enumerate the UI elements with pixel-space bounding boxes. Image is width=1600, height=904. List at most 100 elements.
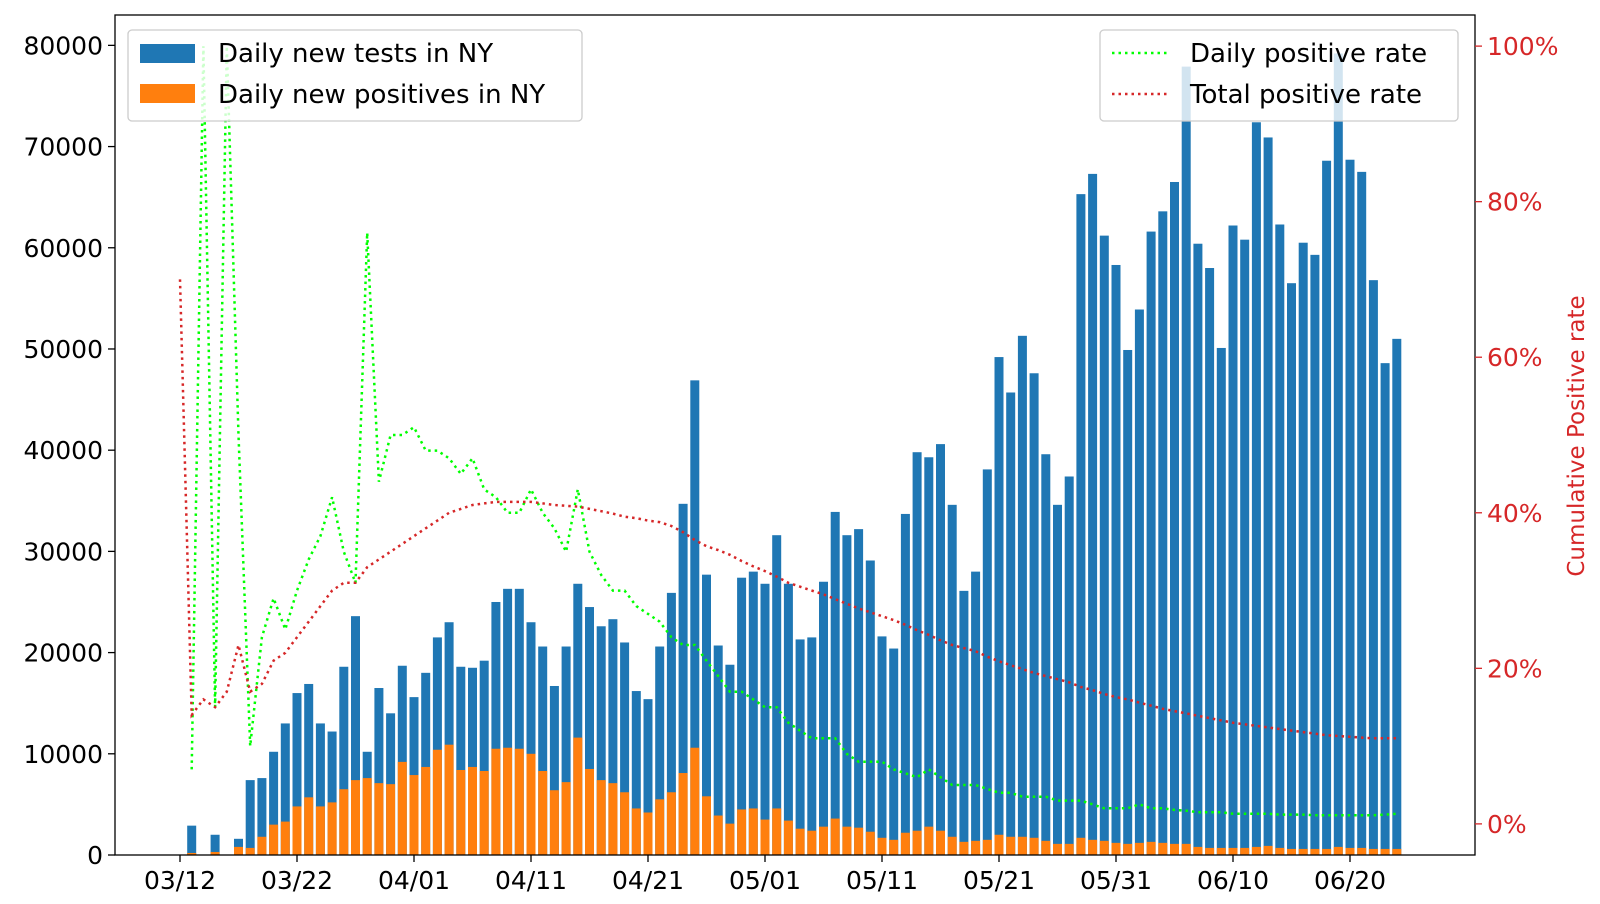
- bar-positives: [1064, 843, 1074, 855]
- bar-positives: [1322, 848, 1332, 855]
- bar-positives: [1006, 836, 1016, 855]
- bar-tests: [1263, 137, 1273, 855]
- bar-tests: [971, 571, 981, 855]
- bar-tests: [514, 588, 524, 855]
- bar-positives: [386, 784, 396, 855]
- bar-positives: [351, 780, 360, 855]
- legend-label-tests: Daily new tests in NY: [218, 39, 493, 69]
- bar-positives: [234, 846, 243, 855]
- legend-left-frame: [127, 29, 583, 122]
- bar-positives: [631, 808, 641, 855]
- bar-tests: [526, 622, 536, 855]
- bar-tests: [503, 588, 513, 855]
- bar-positives: [1357, 847, 1367, 855]
- bar-tests: [842, 535, 852, 855]
- bar-positives: [257, 836, 267, 855]
- bar-tests: [854, 529, 864, 855]
- x-tick-label: 06/20: [1314, 866, 1386, 895]
- bar-tests: [1181, 66, 1191, 856]
- legend-swatch-positives: [140, 84, 195, 103]
- bar-tests: [959, 590, 969, 855]
- x-tick-label: 05/31: [1080, 866, 1152, 895]
- bar-tests: [1380, 363, 1390, 855]
- y2-tick-label: 80%: [1487, 188, 1543, 217]
- bar-positives: [971, 840, 981, 855]
- bar-tests: [1076, 194, 1086, 856]
- bar-positives: [702, 796, 711, 855]
- y-tick-label: 20000: [23, 639, 103, 668]
- bar-positives: [690, 747, 700, 855]
- bar-tests: [608, 619, 618, 855]
- bar-positives: [397, 761, 407, 855]
- bar-tests: [210, 834, 220, 855]
- bar-positives: [1181, 843, 1191, 855]
- bar-positives: [772, 808, 782, 855]
- bar-positives: [1076, 837, 1086, 855]
- bar-positives: [561, 782, 571, 855]
- bar-tests: [924, 457, 934, 855]
- bar-tests: [1368, 280, 1378, 855]
- legend-right: Daily positive rate Total positive rate: [1099, 29, 1459, 122]
- bar-positives: [1053, 843, 1062, 855]
- bar-positives: [1216, 847, 1226, 855]
- bar-tests: [748, 571, 758, 855]
- y-tick-label: 50000: [23, 335, 103, 364]
- bar-positives: [748, 808, 758, 855]
- x-tick-label: 06/10: [1197, 866, 1269, 895]
- bar-positives: [573, 737, 583, 855]
- y2-tick-label: 40%: [1487, 499, 1543, 528]
- bar-tests: [479, 660, 489, 855]
- y-tick-label: 40000: [23, 436, 103, 465]
- legend-label-positives: Daily new positives in NY: [218, 80, 545, 110]
- bar-tests: [643, 699, 653, 855]
- bar-positives: [865, 831, 875, 855]
- bar-positives: [327, 802, 337, 855]
- bar-tests: [702, 574, 711, 855]
- bar-tests: [596, 626, 606, 855]
- bar-tests: [1287, 283, 1296, 856]
- bar-positives: [947, 836, 957, 855]
- bar-positives: [725, 823, 735, 855]
- bar-positives: [877, 837, 887, 855]
- x-tick-label: 05/21: [963, 866, 1035, 895]
- bar-positives: [1111, 842, 1121, 855]
- bar-positives: [585, 768, 594, 855]
- bar-positives: [409, 775, 419, 855]
- bar-tests: [1041, 454, 1051, 855]
- y-axis-left: 0 10000 20000 30000 40000 50000 60000 70000 8000…: [23, 31, 115, 870]
- bar-tests: [690, 380, 700, 855]
- bar-tests: [737, 577, 747, 855]
- bar-positives: [678, 773, 688, 855]
- bar-positives: [1298, 848, 1308, 855]
- bar-tests: [549, 685, 559, 855]
- bar-tests: [713, 645, 723, 855]
- bar-positives: [432, 749, 442, 855]
- bar-tests: [1146, 231, 1156, 855]
- bar-positives: [1392, 848, 1402, 855]
- x-tick-label: 05/01: [729, 866, 801, 895]
- bar-tests: [432, 637, 442, 855]
- bar-tests: [678, 503, 688, 855]
- plot-frame: [114, 14, 1476, 856]
- bar-tests: [585, 607, 594, 855]
- bar-tests: [1170, 181, 1179, 856]
- bar-positives: [245, 847, 255, 855]
- bar-positives: [1088, 839, 1098, 855]
- bar-tests: [491, 601, 501, 855]
- bar-positives: [620, 792, 630, 855]
- bar-positives: [1368, 848, 1378, 855]
- bar-tests: [631, 691, 641, 855]
- bar-tests: [269, 751, 279, 855]
- bar-positives: [1017, 836, 1027, 855]
- bar-positives: [269, 824, 279, 855]
- y-tick-label: 10000: [23, 740, 103, 769]
- y2-tick-label: 20%: [1487, 654, 1543, 683]
- bar-positives: [912, 830, 922, 855]
- bar-positives: [655, 799, 665, 855]
- legend-label-daily-rate: Daily positive rate: [1190, 39, 1427, 69]
- bar-tests: [187, 825, 197, 855]
- bar-positives: [643, 812, 653, 855]
- bar-positives: [456, 769, 466, 855]
- bar-positives: [1275, 847, 1285, 855]
- bar-positives: [819, 826, 828, 855]
